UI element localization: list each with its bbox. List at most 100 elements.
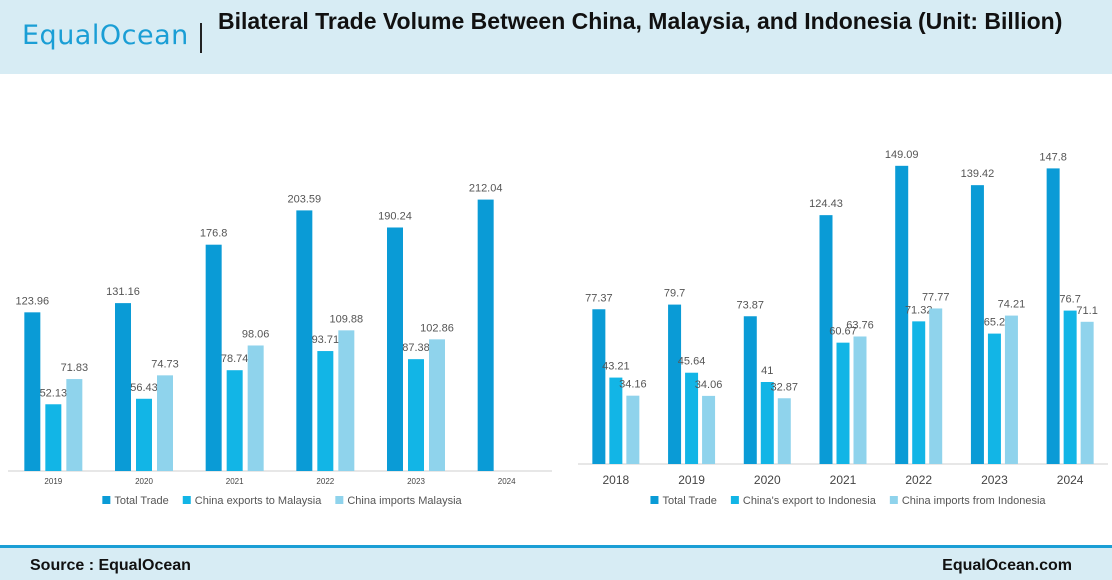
malaysia-value-label-china-imports-malaysia-2019: 71.83 bbox=[61, 362, 89, 374]
malaysia-legend-swatch-china-exports-to-malaysia bbox=[182, 496, 191, 504]
indonesia-value-label-china-imports-from-indonesia-2018: 34.16 bbox=[619, 379, 647, 391]
indonesia-tick-label-2024: 2024 bbox=[1057, 473, 1084, 487]
header-banner: EqualOcean Bilateral Trade Volume Betwee… bbox=[0, 0, 1112, 77]
indonesia-value-label-total-trade-2023: 139.42 bbox=[961, 168, 995, 180]
malaysia-bar-total-trade-2019 bbox=[24, 312, 41, 471]
logo-divider bbox=[200, 23, 202, 53]
indonesia-trade-chart: 77.37 43.21 34.16 2018 79.7 45.64 34.06 2019 73.… bbox=[578, 149, 1108, 507]
malaysia-value-label-china-imports-malaysia-2020: 74.73 bbox=[151, 358, 179, 370]
indonesia-bar-china-s-export-to-indonesia-2018 bbox=[609, 377, 623, 464]
indonesia-bar-china-imports-from-indonesia-2023 bbox=[1004, 315, 1018, 464]
indonesia-tick-label-2021: 2021 bbox=[830, 473, 857, 487]
malaysia-bar-total-trade-2024 bbox=[477, 199, 494, 471]
malaysia-bar-china-imports-malaysia-2023 bbox=[429, 339, 445, 471]
indonesia-value-label-china-s-export-to-indonesia-2021: 60.67 bbox=[829, 326, 857, 338]
indonesia-value-label-total-trade-2020: 73.87 bbox=[737, 299, 765, 311]
malaysia-tick-label-2024: 2024 bbox=[498, 477, 516, 486]
indonesia-bar-total-trade-2022 bbox=[895, 165, 909, 464]
malaysia-value-label-china-exports-to-malaysia-2019: 52.13 bbox=[40, 387, 68, 399]
malaysia-trade-chart: 123.96 52.13 71.83 2019 131.16 56.43 74.73 2020… bbox=[8, 183, 552, 507]
footer-bar: Source : EqualOcean EqualOcean.com bbox=[0, 548, 1112, 580]
malaysia-tick-label-2020: 2020 bbox=[135, 477, 153, 486]
indonesia-legend-label-total-trade: Total Trade bbox=[662, 495, 716, 507]
malaysia-legend-label-total-trade: Total Trade bbox=[114, 495, 168, 507]
malaysia-legend-swatch-total-trade bbox=[102, 496, 111, 504]
malaysia-bar-total-trade-2020 bbox=[115, 303, 131, 471]
indonesia-bar-china-s-export-to-indonesia-2021 bbox=[836, 342, 850, 464]
malaysia-bar-china-exports-to-malaysia-2023 bbox=[408, 359, 424, 471]
indonesia-bar-china-s-export-to-indonesia-2019 bbox=[685, 372, 699, 464]
footer-divider bbox=[0, 545, 1112, 548]
indonesia-value-label-china-imports-from-indonesia-2020: 32.87 bbox=[771, 381, 799, 393]
malaysia-bar-china-exports-to-malaysia-2019 bbox=[45, 404, 62, 471]
malaysia-tick-label-2021: 2021 bbox=[226, 477, 244, 486]
indonesia-bar-china-imports-from-indonesia-2019 bbox=[702, 395, 716, 464]
malaysia-bar-china-exports-to-malaysia-2022 bbox=[317, 351, 334, 471]
indonesia-value-label-china-imports-from-indonesia-2019: 34.06 bbox=[695, 379, 723, 391]
malaysia-tick-label-2019: 2019 bbox=[44, 477, 62, 486]
indonesia-bar-china-imports-from-indonesia-2020 bbox=[777, 398, 791, 464]
indonesia-value-label-china-s-export-to-indonesia-2022: 71.32 bbox=[905, 304, 933, 316]
indonesia-value-label-china-imports-from-indonesia-2021: 63.76 bbox=[846, 319, 874, 331]
indonesia-legend-swatch-china-imports-from-indonesia bbox=[889, 496, 898, 504]
malaysia-value-label-china-imports-malaysia-2022: 109.88 bbox=[330, 313, 364, 325]
indonesia-bar-china-s-export-to-indonesia-2022 bbox=[912, 321, 926, 464]
indonesia-bar-total-trade-2018 bbox=[592, 309, 606, 464]
indonesia-value-label-total-trade-2021: 124.43 bbox=[809, 198, 843, 210]
malaysia-legend-swatch-china-imports-malaysia bbox=[335, 496, 344, 504]
indonesia-bar-china-imports-from-indonesia-2022 bbox=[929, 308, 943, 464]
malaysia-bar-total-trade-2023 bbox=[387, 227, 403, 471]
malaysia-value-label-total-trade-2024: 212.04 bbox=[469, 183, 503, 195]
indonesia-bar-china-imports-from-indonesia-2024 bbox=[1080, 321, 1094, 464]
malaysia-value-label-total-trade-2020: 131.16 bbox=[106, 286, 140, 298]
indonesia-bar-total-trade-2019 bbox=[668, 304, 682, 464]
indonesia-value-label-total-trade-2018: 77.37 bbox=[585, 292, 613, 304]
indonesia-value-label-china-imports-from-indonesia-2024: 71.1 bbox=[1076, 305, 1097, 317]
indonesia-tick-label-2022: 2022 bbox=[905, 473, 932, 487]
malaysia-value-label-total-trade-2019: 123.96 bbox=[16, 295, 50, 307]
indonesia-value-label-china-s-export-to-indonesia-2018: 43.21 bbox=[602, 361, 630, 373]
indonesia-legend-swatch-total-trade bbox=[650, 496, 659, 504]
indonesia-tick-label-2018: 2018 bbox=[603, 473, 630, 487]
indonesia-value-label-china-imports-from-indonesia-2022: 77.77 bbox=[922, 291, 950, 303]
malaysia-bar-china-imports-malaysia-2022 bbox=[338, 330, 355, 471]
malaysia-tick-label-2022: 2022 bbox=[316, 477, 334, 486]
indonesia-value-label-china-s-export-to-indonesia-2020: 41 bbox=[761, 365, 773, 377]
indonesia-legend-label-china-imports-from-indonesia: China imports from Indonesia bbox=[902, 495, 1047, 507]
malaysia-value-label-china-exports-to-malaysia-2022: 93.71 bbox=[312, 334, 340, 346]
site-url[interactable]: EqualOcean.com bbox=[942, 557, 1072, 574]
page-title: Bilateral Trade Volume Between China, Ma… bbox=[218, 8, 1063, 34]
malaysia-value-label-china-exports-to-malaysia-2020: 56.43 bbox=[130, 382, 158, 394]
indonesia-legend-swatch-china-s-export-to-indonesia bbox=[730, 496, 739, 504]
indonesia-bar-china-s-export-to-indonesia-2024 bbox=[1063, 310, 1077, 464]
malaysia-value-label-total-trade-2021: 176.8 bbox=[200, 228, 228, 240]
indonesia-tick-label-2023: 2023 bbox=[981, 473, 1008, 487]
indonesia-bar-total-trade-2024 bbox=[1046, 168, 1060, 464]
malaysia-value-label-china-imports-malaysia-2021: 98.06 bbox=[242, 328, 270, 340]
malaysia-bar-china-exports-to-malaysia-2020 bbox=[136, 398, 152, 471]
indonesia-value-label-china-s-export-to-indonesia-2024: 76.7 bbox=[1059, 294, 1080, 306]
indonesia-value-label-china-imports-from-indonesia-2023: 74.21 bbox=[998, 299, 1026, 311]
indonesia-value-label-total-trade-2022: 149.09 bbox=[885, 149, 919, 161]
indonesia-bar-china-s-export-to-indonesia-2020 bbox=[760, 382, 774, 464]
malaysia-bar-total-trade-2022 bbox=[296, 210, 313, 472]
indonesia-value-label-china-s-export-to-indonesia-2019: 45.64 bbox=[678, 356, 706, 368]
malaysia-value-label-china-exports-to-malaysia-2021: 78.74 bbox=[221, 353, 249, 365]
malaysia-bar-china-imports-malaysia-2020 bbox=[157, 375, 173, 471]
malaysia-bar-total-trade-2021 bbox=[205, 244, 222, 471]
malaysia-value-label-china-imports-malaysia-2023: 102.86 bbox=[420, 322, 454, 334]
indonesia-bar-total-trade-2020 bbox=[743, 316, 757, 464]
charts-area: 123.96 52.13 71.83 2019 131.16 56.43 74.73 2020… bbox=[8, 149, 1108, 507]
malaysia-bar-china-imports-malaysia-2021 bbox=[247, 345, 264, 471]
indonesia-value-label-total-trade-2019: 79.7 bbox=[664, 288, 685, 300]
equalocean-logo: EqualOcean bbox=[22, 20, 189, 51]
indonesia-bar-total-trade-2023 bbox=[970, 185, 984, 464]
indonesia-value-label-total-trade-2024: 147.8 bbox=[1039, 151, 1067, 163]
malaysia-legend: Total Trade China exports to Malaysia Chin… bbox=[102, 495, 463, 507]
indonesia-legend-label-china-s-export-to-indonesia: China's export to Indonesia bbox=[743, 495, 877, 507]
indonesia-legend: Total Trade China's export to Indonesia Ch… bbox=[650, 495, 1046, 507]
indonesia-bar-china-imports-from-indonesia-2018 bbox=[626, 395, 640, 464]
malaysia-bar-china-exports-to-malaysia-2021 bbox=[226, 370, 243, 471]
indonesia-tick-label-2020: 2020 bbox=[754, 473, 781, 487]
malaysia-bar-china-imports-malaysia-2019 bbox=[66, 379, 83, 471]
